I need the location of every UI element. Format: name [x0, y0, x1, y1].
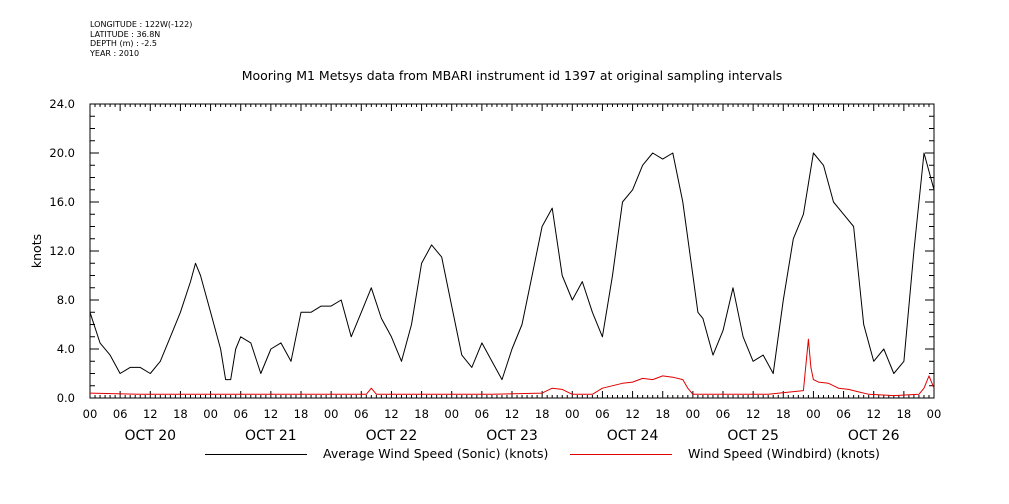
latitude-label: LATITUDE : 36.8N	[90, 29, 161, 39]
x-hour-label: 18	[535, 407, 550, 421]
series-line-windbird	[89, 338, 935, 397]
x-hour-label: 18	[173, 407, 188, 421]
y-tick-label: 20.0	[49, 146, 75, 160]
x-hour-label: 00	[806, 407, 821, 421]
x-day-label: OCT 23	[486, 428, 538, 444]
x-hour-label: 06	[475, 407, 490, 421]
legend-label-sonic: Average Wind Speed (Sonic) (knots)	[323, 446, 549, 461]
x-hour-label: 12	[264, 407, 279, 421]
mooring-metadata: LONGITUDE : 122W(-122) LATITUDE : 36.8N …	[90, 20, 192, 58]
x-hour-label: 12	[746, 407, 761, 421]
x-hour-label: 12	[625, 407, 640, 421]
x-hour-label: 00	[83, 407, 98, 421]
y-tick-label: 0.0	[57, 391, 75, 405]
x-hour-label: 00	[324, 407, 339, 421]
x-day-label: OCT 25	[727, 428, 779, 444]
longitude-label: LONGITUDE : 122W(-122)	[90, 20, 193, 29]
x-hour-label: 06	[836, 407, 851, 421]
x-day-label: OCT 21	[245, 428, 297, 444]
series-line-sonic	[89, 152, 935, 381]
y-axis: 0.0 4.0 8.0 12.0 16.0 20.0 24.0	[49, 97, 934, 405]
x-hour-label: 00	[203, 407, 218, 421]
x-hour-label: 18	[897, 407, 912, 421]
x-day-label: OCT 24	[607, 428, 659, 444]
x-hour-label: 00	[686, 407, 701, 421]
x-hour-label: 12	[384, 407, 399, 421]
x-hour-label: 06	[113, 407, 128, 421]
x-hour-label: 00	[565, 407, 580, 421]
y-tick-label: 16.0	[49, 195, 75, 209]
y-tick-label: 12.0	[49, 244, 75, 258]
x-day-label: OCT 20	[124, 428, 176, 444]
x-day-label: OCT 26	[848, 428, 900, 444]
year-label: YEAR : 2010	[90, 48, 140, 58]
x-hour-label: 12	[505, 407, 520, 421]
chart-title: Mooring M1 Metsys data from MBARI instru…	[241, 68, 783, 83]
legend: Average Wind Speed (Sonic) (knots) Wind …	[0, 446, 1009, 464]
x-axis: 00 06 12 18 00 06 12 18 00 06 12 18 00 06 12 18 00 06 12 18…	[83, 104, 942, 444]
x-hour-label: 18	[414, 407, 429, 421]
x-hour-label: 00	[927, 407, 942, 421]
y-axis-label: knots	[29, 234, 44, 268]
x-hour-label: 12	[143, 407, 158, 421]
depth-label: DEPTH (m) : -2.5	[90, 39, 157, 48]
y-tick-label: 4.0	[57, 342, 75, 356]
legend-swatch-windbird	[570, 454, 672, 455]
y-tick-label: 24.0	[49, 97, 75, 111]
series-group	[89, 152, 935, 397]
legend-label-windbird: Wind Speed (Windbird) (knots)	[688, 446, 880, 461]
x-hour-label: 18	[776, 407, 791, 421]
x-hour-label: 18	[655, 407, 670, 421]
x-hour-label: 12	[866, 407, 881, 421]
y-tick-label: 8.0	[57, 293, 75, 307]
x-hour-label: 06	[595, 407, 610, 421]
x-hour-label: 00	[444, 407, 459, 421]
x-hour-label: 18	[294, 407, 309, 421]
x-hour-label: 06	[233, 407, 248, 421]
x-hour-label: 06	[354, 407, 369, 421]
x-hour-label: 06	[716, 407, 731, 421]
x-day-label: OCT 22	[366, 428, 418, 444]
legend-swatch-sonic	[205, 454, 307, 455]
